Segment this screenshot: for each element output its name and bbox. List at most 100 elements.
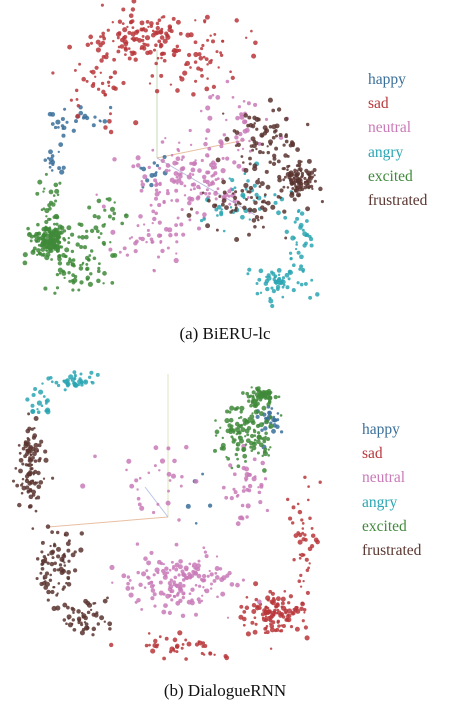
scatter-point (209, 34, 212, 37)
scatter-point (30, 403, 35, 408)
scatter-point (88, 254, 92, 257)
scatter-point (234, 208, 238, 212)
scatter-point (145, 178, 150, 183)
scatter-point (177, 48, 182, 53)
scatter-point (229, 427, 234, 432)
scatter-point (264, 435, 267, 438)
scatter-point (294, 626, 300, 632)
scatter-point (173, 171, 179, 176)
scatter-point (61, 127, 65, 131)
scatter-point (134, 478, 139, 483)
scatter-point (76, 616, 82, 622)
scatter-point (232, 472, 237, 477)
scatter-point (225, 455, 228, 459)
scatter-point (234, 18, 239, 23)
scatter-point (230, 424, 234, 428)
scatter-point (71, 288, 75, 292)
scatter-point (268, 589, 273, 594)
scatter-point (139, 505, 145, 511)
scatter-point (33, 233, 39, 239)
scatter-point (160, 568, 166, 574)
scatter-point (292, 558, 296, 562)
scatter-point (57, 166, 62, 171)
scatter-point (53, 561, 57, 566)
scatter-point (167, 27, 172, 33)
scatter-point (305, 219, 309, 223)
scatter-point (271, 289, 276, 294)
scatter-point (89, 608, 93, 612)
scatter-point (76, 104, 81, 108)
scatter-point (177, 141, 181, 144)
scatter-point (245, 515, 249, 519)
scatter-point (164, 136, 167, 140)
scatter-point (201, 191, 205, 194)
scatter-point (288, 594, 294, 599)
scatter-point (283, 589, 287, 593)
scatter-point (113, 86, 118, 91)
caption-bieru-lc: (a) BiERU-lc (179, 324, 271, 343)
scatter-point (39, 439, 44, 444)
scatter-point (150, 32, 156, 38)
scatter-point (262, 131, 268, 136)
scatter-point (158, 469, 161, 472)
scatter-point (59, 225, 65, 231)
series-happy (43, 105, 168, 189)
scatter-point (53, 222, 56, 226)
scatter-point (259, 484, 264, 489)
scatter-point (50, 111, 56, 117)
scatter-point (251, 445, 257, 451)
legend-entry-happy: happy (362, 421, 400, 438)
scatter-point (242, 610, 247, 614)
scatter-point (244, 435, 247, 438)
scatter-point (50, 380, 54, 384)
scatter-point (199, 109, 203, 113)
scatter-point (229, 210, 233, 214)
scatter-point (60, 124, 65, 128)
scatter-point (96, 215, 101, 220)
scatter-point (143, 28, 148, 33)
scatter-point (93, 225, 99, 231)
scatter-point (21, 482, 24, 485)
scatter-point (312, 168, 317, 172)
scatter-point (35, 557, 40, 561)
scatter-point (48, 237, 54, 242)
scatter-point (245, 487, 250, 492)
scatter-plot-dialoguernn (11, 370, 322, 661)
scatter-point (188, 32, 194, 38)
scatter-point (147, 581, 151, 586)
scatter-point (277, 174, 282, 180)
scatter-point (244, 466, 250, 472)
scatter-point (255, 179, 261, 185)
scatter-point (266, 606, 270, 610)
scatter-point (207, 146, 212, 151)
scatter-point (231, 439, 236, 444)
scatter-point (126, 575, 131, 579)
scatter-point (51, 605, 57, 611)
scatter-point (66, 581, 72, 587)
scatter-point (31, 479, 35, 483)
scatter-point (45, 249, 48, 252)
scatter-point (234, 190, 238, 194)
scatter-point (244, 471, 250, 478)
scatter-point (48, 578, 53, 583)
scatter-point (303, 611, 306, 614)
scatter-point (249, 414, 255, 420)
scatter-point (256, 599, 262, 605)
scatter-point (181, 591, 186, 596)
scatter-point (123, 34, 128, 40)
scatter-point (228, 463, 233, 468)
scatter-point (279, 196, 282, 199)
scatter-point (50, 549, 56, 554)
scatter-point (218, 567, 223, 571)
scatter-point (244, 459, 247, 463)
scatter-point (265, 595, 271, 601)
scatter-point (86, 257, 91, 262)
scatter-point (205, 179, 210, 185)
scatter-point (21, 477, 25, 481)
scatter-point (98, 43, 103, 48)
scatter-point (47, 203, 52, 208)
scatter-point (299, 211, 305, 216)
scatter-point (107, 197, 112, 202)
scatter-point (154, 61, 158, 66)
scatter-point (86, 610, 91, 615)
